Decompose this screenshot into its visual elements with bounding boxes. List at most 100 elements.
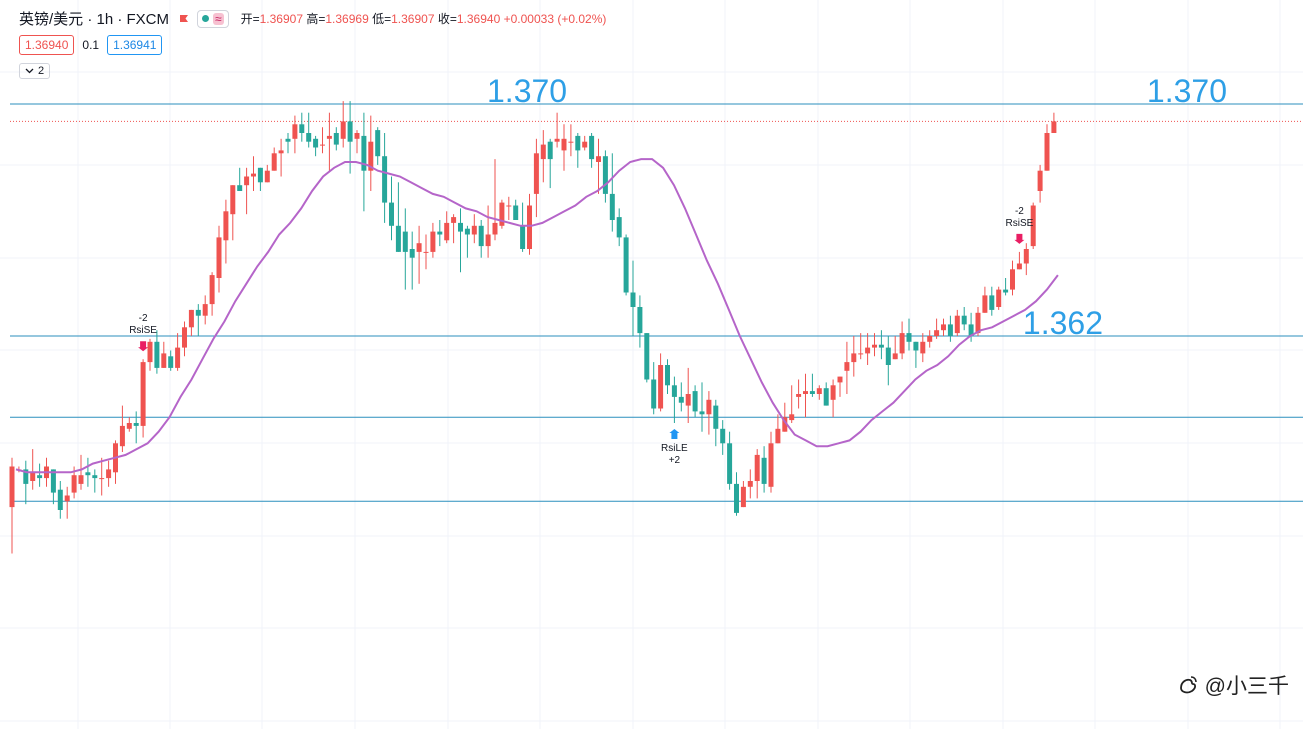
candle-body (382, 156, 388, 203)
candle-body (823, 388, 829, 406)
candle-body (216, 237, 222, 278)
candle-body (409, 249, 415, 258)
buy-price-button[interactable]: 1.36941 (107, 35, 163, 55)
chevron-down-icon (25, 68, 34, 74)
candle-body (230, 185, 236, 215)
candle-body (430, 231, 436, 252)
moving-average-line (15, 158, 1059, 474)
sell-price-button[interactable]: 1.36940 (19, 35, 75, 55)
candle-body (313, 138, 319, 148)
candle-body (92, 475, 98, 479)
indicator-pill[interactable]: ≈ (197, 9, 229, 28)
wave-icon: ≈ (213, 11, 224, 26)
candle-body (761, 457, 767, 484)
buy-arrow-icon (669, 429, 680, 439)
candle-body (851, 353, 857, 363)
candle-body (416, 243, 422, 252)
low-label: 低= (372, 12, 392, 26)
candle-body (775, 428, 781, 444)
candle-body (30, 472, 36, 481)
candle-body (561, 138, 567, 151)
candle-body (734, 483, 739, 513)
open-label: 开= (240, 12, 260, 26)
candle-body (685, 394, 691, 406)
candle-body (885, 347, 891, 365)
watermark: @小三千 (1177, 670, 1289, 700)
spread-value: 0.1 (82, 38, 100, 52)
candle-body (658, 365, 664, 409)
candle-body (1023, 249, 1029, 264)
candle-body (602, 156, 608, 194)
candle-body (720, 428, 726, 444)
quote-row: 1.36940 0.1 1.36941 (19, 35, 163, 55)
flag-icon[interactable] (179, 14, 189, 24)
candle-body (582, 141, 588, 148)
candle-body (796, 394, 802, 397)
candle-body (485, 234, 491, 247)
candle-body (906, 333, 912, 342)
candle-body (975, 312, 981, 334)
candle-body (64, 495, 70, 502)
candle-body (934, 330, 940, 336)
candle-body (913, 341, 919, 351)
candle-body (727, 443, 733, 484)
candle-body (244, 176, 250, 186)
candle-body (375, 130, 381, 157)
weibo-logo-icon (1179, 676, 1197, 694)
candle-body (803, 391, 808, 394)
indicators-toggle-button[interactable]: 2 (19, 63, 51, 79)
candle-body (644, 333, 650, 380)
candle-body (437, 231, 443, 235)
candle-body (471, 225, 477, 235)
candle-body (99, 478, 105, 480)
candle-body (175, 347, 181, 368)
candle-body (492, 222, 498, 235)
candle-body (837, 376, 843, 383)
candle-body (996, 289, 1002, 307)
candle-body (616, 217, 622, 238)
candle-body (340, 121, 346, 139)
candle-body (830, 385, 836, 400)
candle-body (665, 365, 670, 386)
candle-body (57, 489, 63, 510)
level-label: 1.362 (1023, 305, 1103, 341)
candle-body (858, 353, 864, 355)
high-label: 高= (306, 12, 326, 26)
change-value: +0.00033 (+0.02%) (503, 12, 607, 26)
candle-body (878, 344, 884, 348)
candle-body (575, 135, 581, 151)
sell-arrow-icon (1014, 233, 1025, 244)
candle-body (354, 133, 360, 139)
candle-body (395, 225, 401, 252)
candle-body (623, 237, 629, 293)
candle-body (533, 153, 539, 194)
candle-body (140, 362, 146, 426)
signal-name: RsiSE (1006, 218, 1034, 229)
candles (9, 101, 1057, 554)
symbol-legend[interactable]: 英镑/美元 · 1h · FXCM ≈ 开=1.36907 高=1.36969 … (19, 8, 606, 29)
candle-body (285, 138, 291, 142)
sell-arrow-icon (138, 341, 149, 352)
candle-body (899, 333, 905, 354)
candle-body (320, 144, 325, 146)
candle-body (961, 315, 967, 325)
candle-body (968, 324, 974, 336)
candle-body (85, 472, 91, 476)
candle-body (540, 144, 546, 160)
candle-body (9, 466, 15, 508)
symbol-title[interactable]: 英镑/美元 · 1h · FXCM (19, 11, 170, 28)
candle-body (927, 336, 933, 342)
close-value: 1.36940 (456, 12, 501, 26)
candle-body (941, 324, 946, 331)
candle-body (306, 133, 312, 142)
candle-body (423, 251, 429, 253)
status-dot-icon (202, 15, 210, 22)
level-labels: 1.370 1.370 1.362 (487, 73, 1227, 341)
candle-body (1037, 170, 1043, 191)
low-value: 1.36907 (391, 12, 435, 26)
candle-body (630, 292, 636, 307)
candle-body (651, 379, 657, 409)
candle-body (168, 356, 174, 368)
